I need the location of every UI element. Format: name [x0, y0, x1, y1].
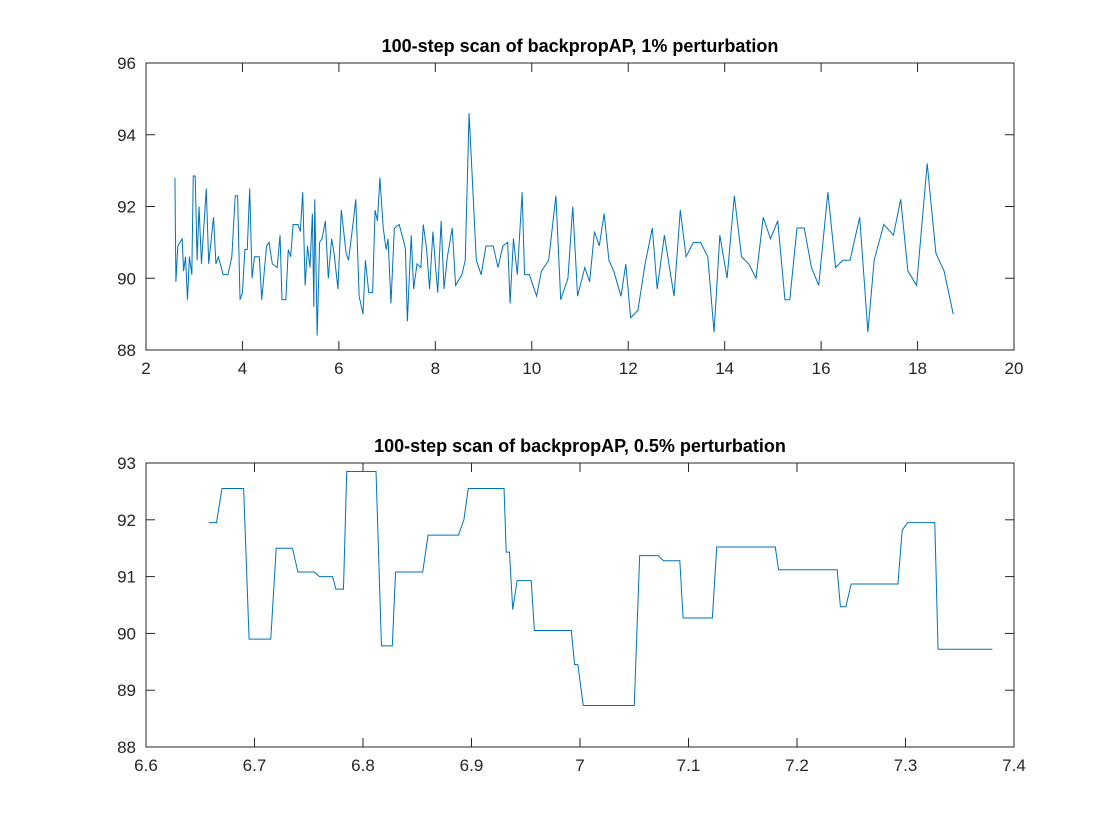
y-tick-label: 89 — [117, 681, 136, 700]
x-tick-label: 4 — [238, 359, 247, 378]
x-tick-label: 2 — [141, 359, 150, 378]
y-tick-label: 91 — [117, 568, 136, 587]
x-tick-label: 7 — [575, 756, 584, 775]
y-tick-label: 88 — [117, 738, 136, 757]
y-tick-label: 94 — [117, 126, 136, 145]
axes-box — [145, 62, 1015, 351]
axes-box — [145, 462, 1015, 748]
x-tick-label: 12 — [619, 359, 638, 378]
y-tick-label: 96 — [117, 54, 136, 73]
x-tick-label: 7.3 — [894, 756, 918, 775]
x-tick-label: 7.1 — [677, 756, 701, 775]
y-tick-label: 92 — [117, 511, 136, 530]
x-tick-label: 14 — [715, 359, 734, 378]
y-tick-label: 93 — [117, 454, 136, 473]
x-tick-label: 7.4 — [1002, 756, 1026, 775]
y-tick-label: 90 — [117, 624, 136, 643]
axes-background — [146, 463, 1014, 747]
x-tick-label: 7.2 — [785, 756, 809, 775]
y-tick-label: 92 — [117, 198, 136, 217]
x-tick-label: 10 — [522, 359, 541, 378]
x-tick-label: 6.8 — [351, 756, 375, 775]
x-tick-label: 8 — [431, 359, 440, 378]
y-tick-label: 90 — [117, 269, 136, 288]
x-tick-label: 6.9 — [460, 756, 484, 775]
chart-title: 100-step scan of backpropAP, 1% perturba… — [382, 36, 779, 56]
x-tick-label: 18 — [908, 359, 927, 378]
x-tick-label: 6 — [334, 359, 343, 378]
y-tick-label: 88 — [117, 341, 136, 360]
data-line — [208, 471, 993, 707]
axes-background — [146, 63, 1014, 350]
x-tick-label: 6.6 — [134, 756, 158, 775]
x-tick-label: 16 — [812, 359, 831, 378]
chart-title: 100-step scan of backpropAP, 0.5% pertur… — [374, 436, 786, 456]
x-tick-label: 20 — [1005, 359, 1024, 378]
data-line — [174, 113, 954, 336]
x-tick-label: 6.7 — [243, 756, 267, 775]
